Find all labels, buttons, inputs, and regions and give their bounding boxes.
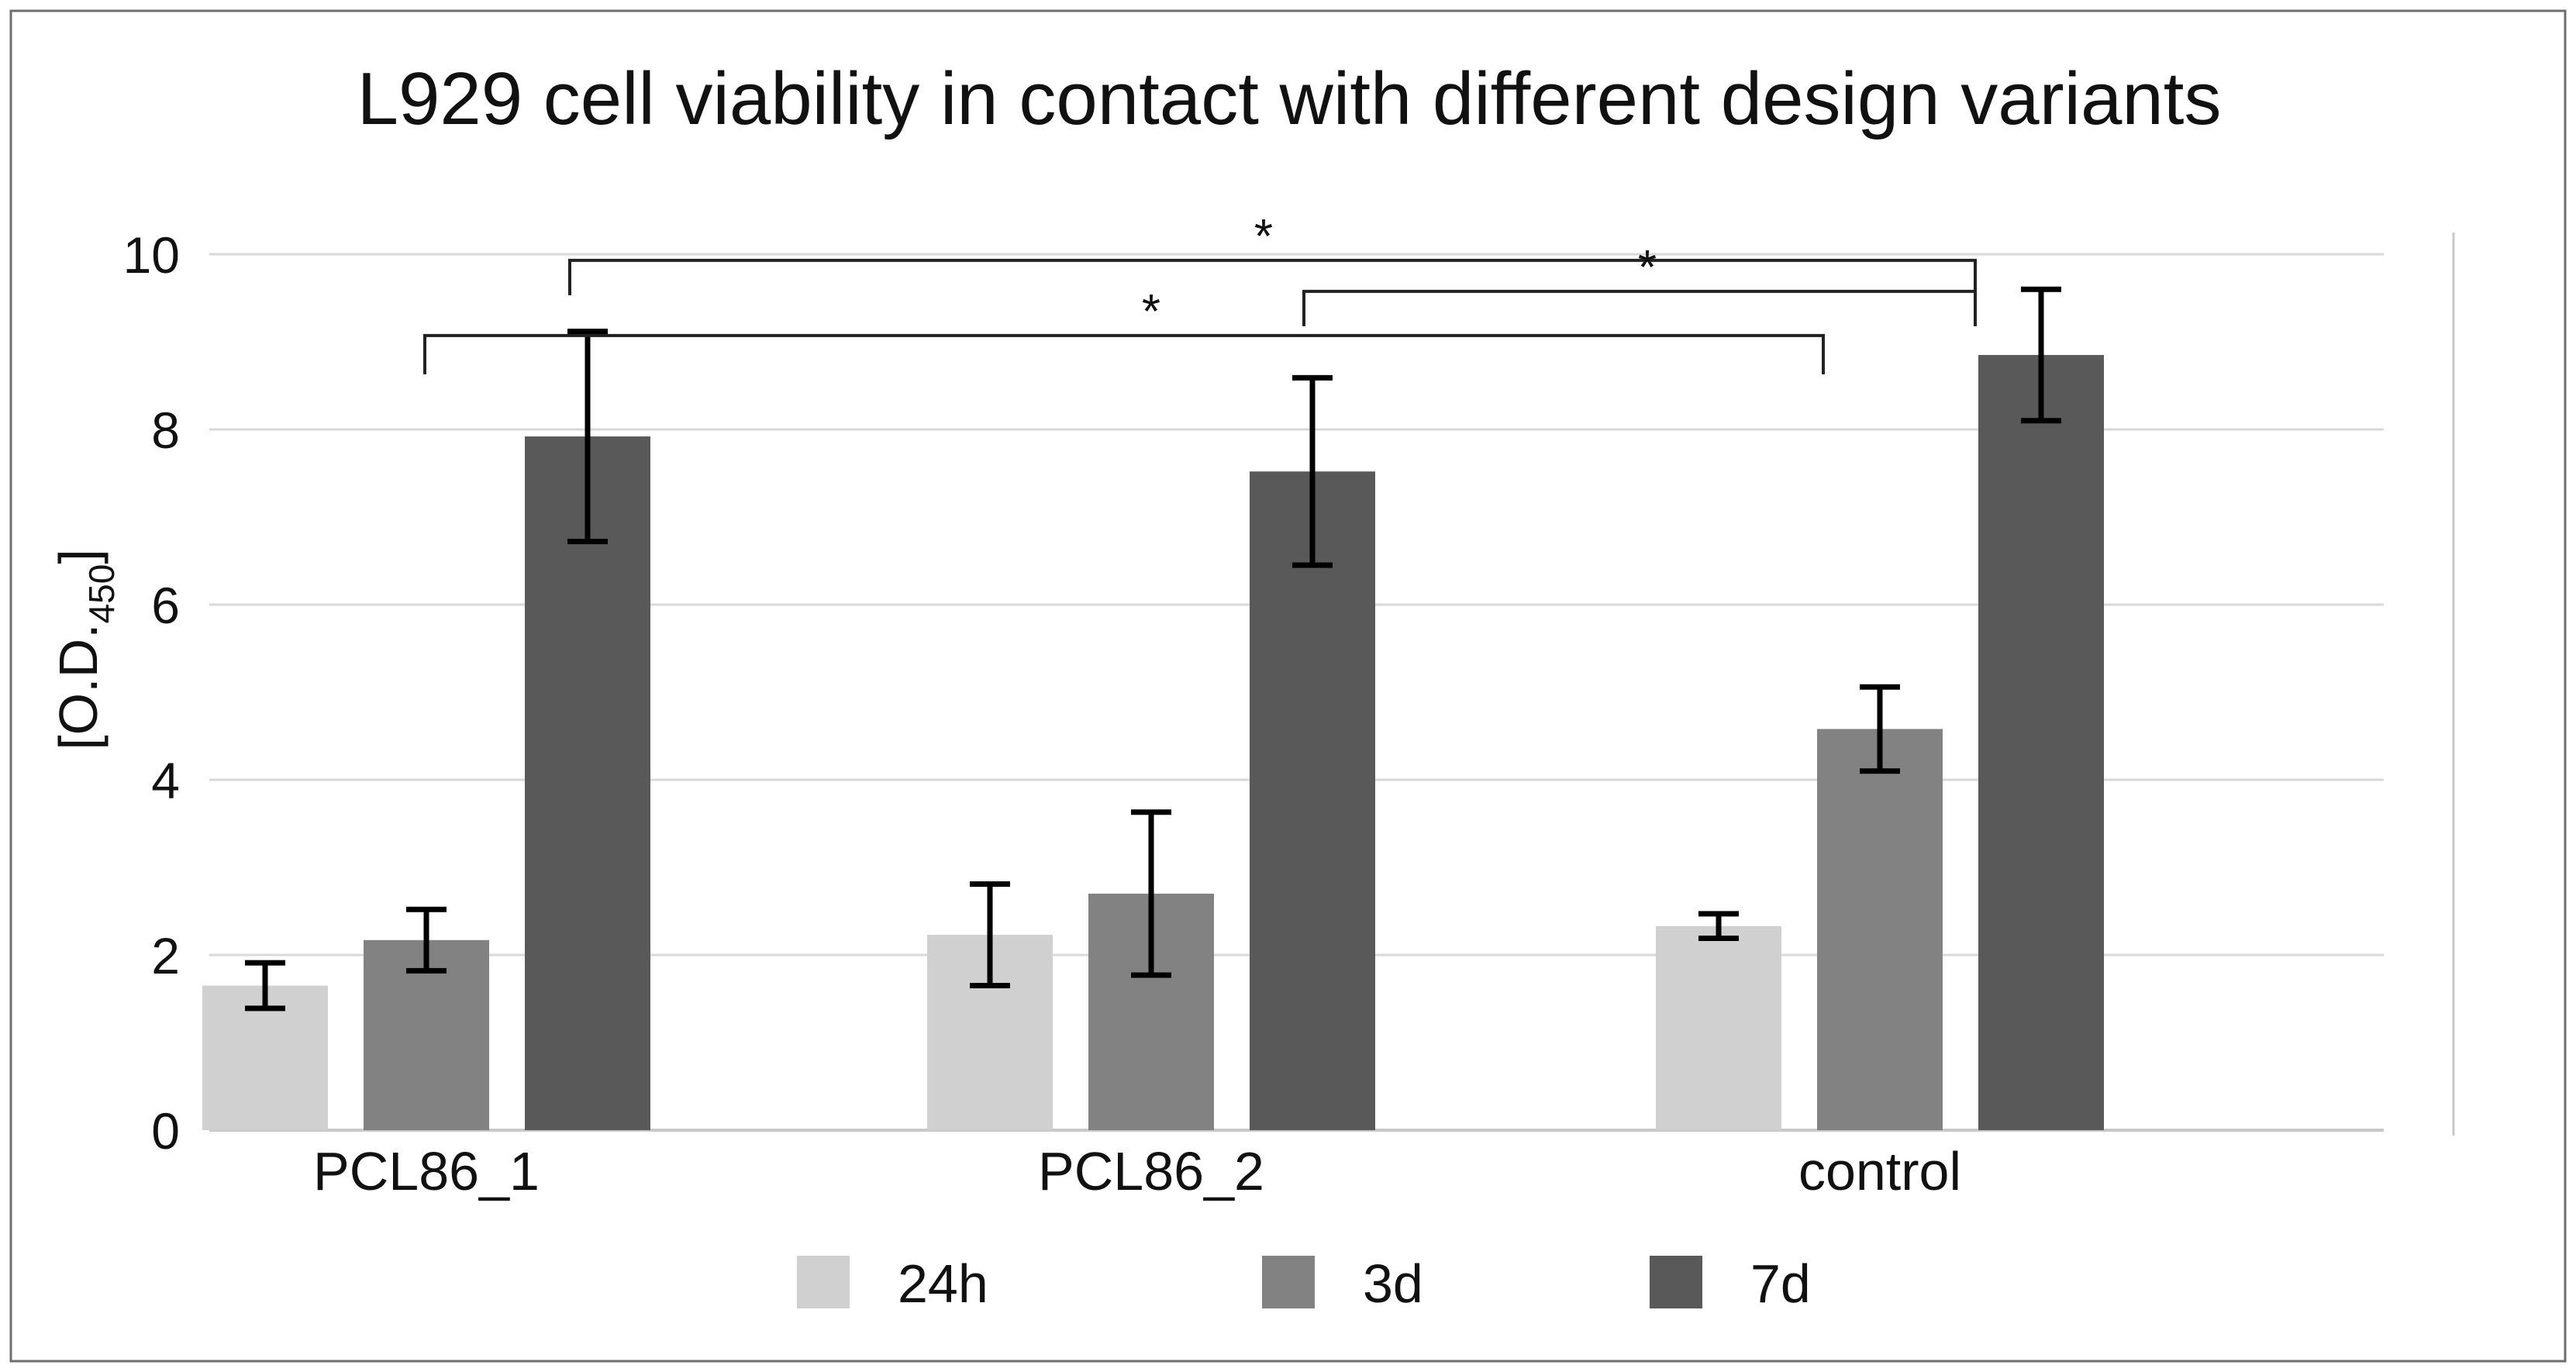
- bar: [1656, 926, 1781, 1130]
- bar: [1817, 729, 1943, 1130]
- axis-labels-layer: 0 2 4 6 8 10 PCL86_1 PCL86_2 control: [123, 226, 1961, 1201]
- y-axis-label: [O.D.450]: [48, 549, 122, 750]
- legend-label: 24h: [898, 1253, 988, 1314]
- significance-bracket: [423, 333, 1825, 374]
- y-tick-label: 4: [151, 752, 180, 809]
- y-tick-label: 6: [151, 577, 180, 634]
- y-tick-label: 2: [151, 927, 180, 984]
- x-category-label: PCL86_1: [313, 1141, 540, 1201]
- bar: [1978, 354, 2104, 1130]
- significance-star: *: [1142, 285, 1160, 339]
- significance-layer: * * *: [423, 210, 1977, 374]
- y-axis-label-subscript: 450: [81, 564, 122, 624]
- legend-swatch: [1262, 1256, 1315, 1308]
- bar: [1250, 471, 1375, 1130]
- y-tick-label: 8: [151, 402, 180, 459]
- chart-title: L929 cell viability in contact with diff…: [357, 57, 2222, 140]
- y-tick-label: 10: [123, 226, 180, 284]
- significance-star: *: [1254, 210, 1273, 264]
- significance-bracket: [1302, 289, 1977, 326]
- legend-label: 3d: [1363, 1253, 1423, 1314]
- bar: [525, 436, 650, 1130]
- legend-swatch: [797, 1256, 850, 1308]
- y-tick-label: 0: [151, 1102, 180, 1160]
- x-category-label: PCL86_2: [1038, 1141, 1264, 1201]
- legend: 24h 3d 7d: [797, 1253, 1811, 1314]
- significance-bracket: [568, 258, 1977, 295]
- legend-swatch: [1650, 1256, 1702, 1308]
- error-bars-layer: [245, 286, 2061, 1012]
- legend-label: 7d: [1750, 1253, 1811, 1314]
- x-category-label: control: [1798, 1141, 1961, 1201]
- y-axis-label-main: [O.D.: [48, 623, 109, 750]
- y-axis-label-close: ]: [48, 549, 109, 564]
- bars-layer: [202, 354, 2104, 1130]
- significance-star: *: [1638, 241, 1657, 295]
